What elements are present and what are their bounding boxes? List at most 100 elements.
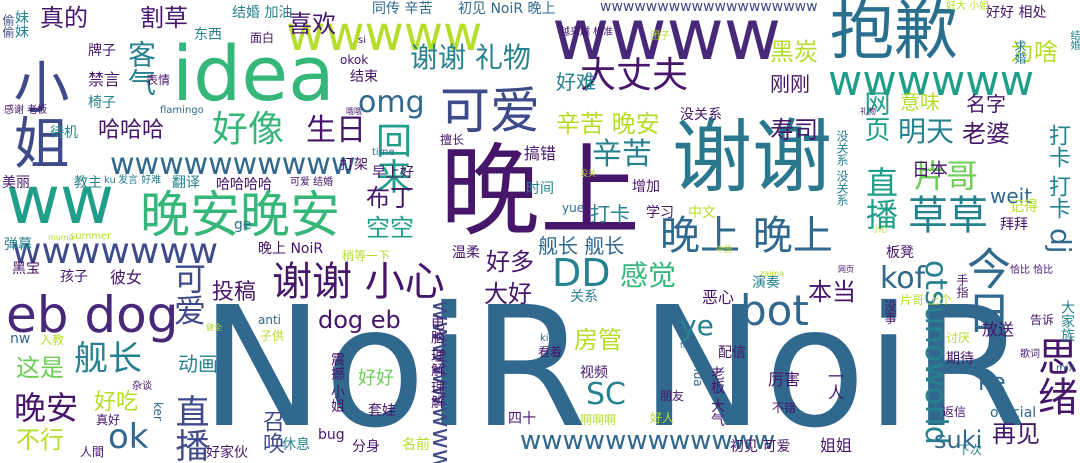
word-fla: fla — [680, 341, 690, 350]
word-kanzhe: 看着 — [538, 345, 563, 359]
word-buxing: 不行 — [16, 426, 64, 454]
word-haohao-xiangchu: 好好 相处 — [986, 5, 1047, 21]
word-heibao: 黑宝 — [12, 261, 40, 277]
word-shouzhi: 手指 — [955, 274, 969, 298]
word-jide: 记得 — [1010, 199, 1038, 215]
word-nw: nw — [10, 331, 31, 347]
word-fanxin: 返信 — [942, 405, 967, 419]
word-heitan: 黑炭 — [770, 38, 818, 66]
word-meimei: 妹妹 — [13, 10, 29, 38]
word-liwu: 礼物 — [860, 107, 876, 116]
word-taowa: 套娃 — [368, 403, 396, 419]
word-meishi: 没事 — [883, 300, 897, 324]
word-meiguan: 没关 — [580, 169, 596, 178]
word-yuelaiyue: 越来越 标准 — [560, 27, 614, 38]
word-toutou: 偷偷 — [1, 14, 15, 38]
word-fangsong: 放送 — [982, 320, 1015, 339]
word-haonan: 好难 — [556, 70, 596, 94]
word-wanshang-noir: 晚上 NoiR — [258, 241, 324, 257]
word-zhibo: 直播 — [169, 394, 209, 462]
word-shousi: 寿司 — [770, 116, 818, 144]
word-official: official — [990, 405, 1037, 421]
word-caocao: 草草 — [908, 193, 988, 239]
word-weit: weit — [990, 184, 1033, 208]
word-zhenhan-xiaojie: 震撼 小姐 — [329, 352, 345, 413]
word-jieshu: 结束 — [350, 69, 378, 85]
word-buding: 布丁 — [366, 184, 414, 212]
word-haojiahuo: 好家伙 — [206, 445, 248, 461]
word-haoxiang: 好像 — [212, 109, 285, 150]
word-jinyan: 禁言 — [88, 70, 121, 89]
word-laopo: 老婆 — [962, 120, 1010, 148]
word-ganjue: 感觉 — [620, 259, 677, 292]
word-bini: 彼女 — [110, 268, 143, 287]
word-mumu: mumu — [48, 233, 74, 242]
word-chujian-keai: 初见 可爱 — [730, 439, 791, 455]
word-shipin: 视频 — [580, 365, 608, 381]
word-qiuhun: 求婚 — [1013, 40, 1027, 64]
word-wwwww: wwwww — [286, 6, 483, 62]
word-gaocuo: 搞错 — [524, 144, 557, 163]
word-xuexi: 学习 — [646, 205, 674, 221]
word-rujiao: 入教 — [40, 333, 65, 347]
word-dajiazu: 大家族 — [1059, 300, 1075, 342]
word-piange: 片哥 — [914, 157, 979, 195]
word-fayan-haonan: 发言 好难 — [118, 175, 162, 186]
word-wanan: 晚安 — [14, 389, 79, 427]
word-wanshang-wanshang: 晚上 晚上 — [660, 213, 833, 259]
word-wwwwwww: wwwwwww — [12, 231, 219, 272]
word-summer: summer — [70, 231, 112, 242]
word-renjian: 人間 — [80, 445, 105, 459]
word-zigong: 子供 — [260, 329, 285, 343]
word-otsunoworld: otsunoworld — [918, 260, 953, 445]
word-idea: idea — [172, 29, 335, 118]
word-meiguanxi: 没关系 — [680, 107, 722, 123]
word-zhende: 真的 — [40, 4, 88, 32]
word-bandeng: 板凳 — [886, 245, 914, 261]
word-pengyou: 朋友 — [660, 389, 685, 403]
word-haochi: 好吃 — [94, 390, 139, 415]
word-bendang: 本当 — [808, 278, 856, 306]
word-haohao: 好好 — [358, 368, 394, 389]
word-keai-vertical: 可爱 — [169, 262, 207, 326]
word-xinku: 辛苦 — [592, 137, 652, 172]
word-flamingo: flamingo — [160, 105, 204, 116]
word-jianquan: 健全 — [206, 323, 222, 332]
word-qidai: 期待 — [946, 351, 974, 367]
word-wenrou: 温柔 — [452, 245, 480, 261]
word-dazhangfu: 大丈夫 — [580, 55, 689, 96]
word-biaoqing: 表情 — [146, 73, 171, 87]
word-jiehun: 结婚 — [1068, 30, 1079, 50]
word-donghua: 动画 — [178, 352, 218, 376]
word-shaodeng: 稍等一下 — [342, 249, 391, 263]
word-laoban-daqi: 老板 大气 — [709, 366, 725, 427]
word-bot: bot — [740, 286, 809, 335]
word-zhibo-small: 直播 — [861, 166, 899, 230]
word-tougao: 投稿 — [212, 280, 257, 305]
word-w-long: wwwwwwwwwwwwwwwwwww — [600, 0, 818, 15]
word-dog-eb: dog eb — [318, 306, 401, 334]
word-guanxi: 关系 — [570, 289, 598, 305]
word-omg: omg — [358, 85, 425, 120]
word-hahaha: 哈哈哈 — [98, 118, 165, 143]
word-yiwei: 意味 — [900, 90, 940, 114]
word-mua: mua — [691, 360, 705, 387]
word-mingqian: 名前 — [402, 437, 430, 453]
word-dd: DD — [552, 251, 611, 295]
word-wwwwwwww-vertical: wwwwwwww — [426, 300, 456, 463]
word-wwwwwwwwwwww: wwwwwwwwwwww — [520, 426, 776, 456]
word-kii: kii — [540, 333, 552, 344]
word-xinku-wanan: 辛苦 晚安 — [556, 110, 660, 138]
word-zhaohuan: 召唤 — [259, 410, 284, 454]
word-haoren: 好人 — [650, 411, 675, 425]
word-piange-shangge: 片哥 上个 — [900, 293, 952, 307]
word-noir-noir: NoiR NoiR — [200, 272, 1028, 463]
word-mingtian: 明天 — [898, 115, 955, 148]
word-bucuo: 不错 — [772, 401, 797, 415]
word-zaoshanghao: 早上好 — [372, 165, 414, 181]
word-keai-jiehun: 可爱 结婚 — [290, 177, 334, 188]
word-tuanzi: 团子 — [650, 31, 670, 42]
word-zengjia: 增加 — [632, 179, 660, 195]
word-si: si — [358, 35, 366, 46]
word-zatan: 杂谈 — [132, 381, 152, 392]
